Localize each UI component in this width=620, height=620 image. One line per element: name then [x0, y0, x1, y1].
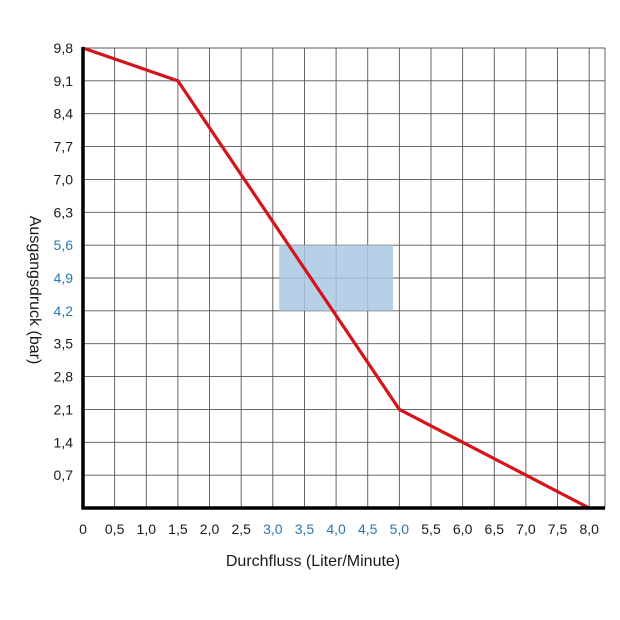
- x-tick-label: 1,0: [137, 521, 157, 537]
- series-line: [82, 46, 590, 510]
- y-tick-label: 9,1: [54, 73, 74, 89]
- highlight-band: [279, 245, 394, 311]
- x-axis-title: Durchfluss (Liter/Minute): [226, 553, 400, 570]
- axes: [81, 47, 605, 510]
- x-tick-label: 7,0: [516, 521, 536, 537]
- x-tick-label: 4,5: [358, 521, 378, 537]
- x-tick-label: 5,0: [390, 521, 410, 537]
- y-tick-label: 7,0: [54, 171, 74, 187]
- y-tick-label: 7,7: [54, 139, 74, 155]
- x-tick-label: 2,5: [231, 521, 251, 537]
- x-tick-labels: 0 0,5 1,0 1,5 2,0 2,5 3,0 3,5 4,0 4,5 5,0 5,5 6,0 6,5…: [79, 521, 599, 537]
- y-tick-label: 8,4: [54, 106, 74, 122]
- y-tick-label: 3,5: [54, 336, 74, 352]
- y-tick-label: 5,6: [54, 237, 74, 253]
- operating-range-band: [279, 245, 394, 311]
- x-tick-label: 5,5: [421, 521, 441, 537]
- x-tick-label: 6,5: [485, 521, 505, 537]
- y-tick-label: 2,1: [54, 401, 74, 417]
- y-tick-labels: 0,7 1,4 2,1 2,8 3,5 4,2 4,9 5,6 6,3 7,0 7,7 8,4 9,1 9…: [54, 40, 74, 483]
- x-tick-label: 3,0: [263, 521, 283, 537]
- y-tick-label: 4,2: [54, 303, 74, 319]
- x-tick-label: 8,0: [579, 521, 599, 537]
- x-tick-label: 6,0: [453, 521, 473, 537]
- x-tick-label: 2,0: [200, 521, 220, 537]
- x-tick-label: 7,5: [548, 521, 568, 537]
- y-tick-label: 6,3: [54, 204, 74, 220]
- x-tick-label: 3,5: [295, 521, 315, 537]
- y-tick-label: 1,4: [54, 434, 74, 450]
- y-tick-label: 9,8: [54, 40, 74, 56]
- y-tick-label: 2,8: [54, 369, 74, 385]
- x-tick-label: 0,5: [105, 521, 125, 537]
- y-tick-label: 0,7: [54, 467, 74, 483]
- y-tick-label: 4,9: [54, 270, 74, 286]
- y-axis-title: Ausgangsdruck (bar): [26, 216, 43, 365]
- x-tick-label: 1,5: [168, 521, 188, 537]
- x-tick-label: 4,0: [326, 521, 346, 537]
- x-tick-label: 0: [79, 521, 87, 537]
